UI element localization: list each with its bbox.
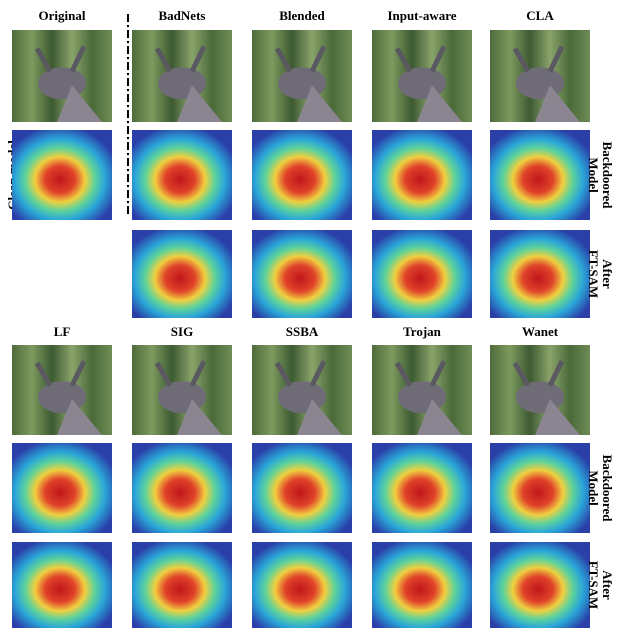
heatmap [490,230,590,318]
photo [12,30,112,122]
row-label: After [600,259,615,289]
heatmap [490,443,590,533]
column-header: Blended [279,8,325,23]
row-label: Backdoored [600,455,615,523]
heatmap [252,230,352,318]
column-header: SIG [171,324,193,339]
photo [12,345,112,435]
photo [132,345,232,435]
column-header: BadNets [159,8,206,23]
heatmap [132,230,232,318]
heatmap [252,130,352,220]
heatmap [372,542,472,628]
heatmap [132,130,232,220]
column-header: Trojan [403,324,442,339]
heatmap [372,230,472,318]
row-label: Backdoored [600,142,615,210]
heatmap [12,542,112,628]
photo [252,30,352,122]
photo [372,345,472,435]
photo [490,30,590,122]
row-label: Model [586,470,601,506]
row-label: Model [586,157,601,193]
heatmap [132,443,232,533]
heatmap [12,443,112,533]
row-label: FT-SAM [586,561,601,610]
row-label: FT-SAM [586,250,601,299]
heatmap [132,542,232,628]
row-label: After [600,570,615,600]
column-header: CLA [526,8,554,23]
heatmap [372,130,472,220]
heatmap [372,443,472,533]
column-header: SSBA [286,324,319,339]
photo [490,345,590,435]
photo [132,30,232,122]
heatmap [490,542,590,628]
figure: Clean model OriginalBadNetsBlendedInput-… [0,0,621,629]
photo [372,30,472,122]
heatmap [252,542,352,628]
heatmap [12,130,112,220]
photo [252,345,352,435]
column-header: Wanet [522,324,559,339]
column-header: LF [54,324,71,339]
heatmap [252,443,352,533]
column-header: Original [39,8,86,23]
heatmap [490,130,590,220]
column-header: Input-aware [387,8,456,23]
